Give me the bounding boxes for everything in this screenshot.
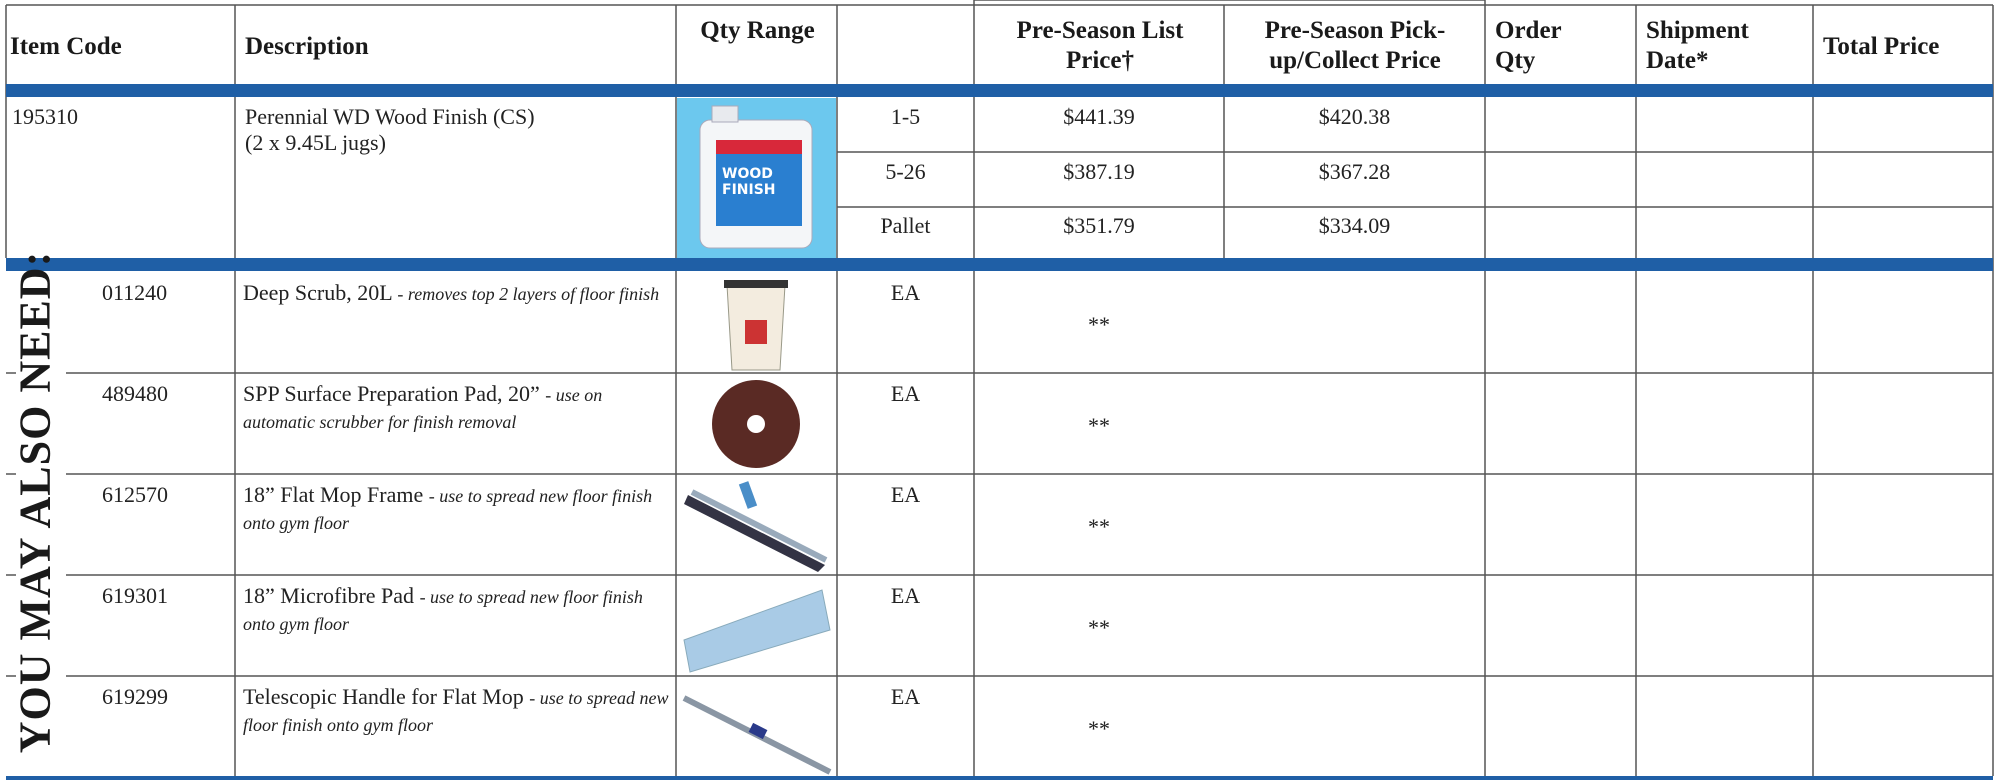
header-cell: Total Price [1823, 32, 1988, 62]
price: ** [974, 514, 1224, 540]
item-code: 619301 [102, 583, 232, 609]
price: ** [1088, 312, 1110, 337]
list-price: $387.19 [1063, 159, 1135, 184]
bottom-band [6, 776, 1993, 780]
price: ** [974, 413, 1224, 439]
header-text: Qty Range [700, 17, 815, 44]
item-code: 612570 [102, 482, 168, 507]
handle-image [682, 695, 832, 775]
description: Deep Scrub, 20L - removes top 2 layers o… [243, 280, 673, 307]
pickup-price: $367.28 [1318, 159, 1391, 184]
pickup-price: $420.38 [1318, 104, 1391, 129]
pickup-price: $334.09 [1224, 213, 1485, 239]
list-price: $387.19 [974, 159, 1224, 185]
price: ** [1088, 615, 1110, 640]
pickup-price: $367.28 [1224, 159, 1485, 185]
qty-range: 1-5 [837, 104, 974, 130]
pickup-price: $420.38 [1224, 104, 1485, 130]
header-band [6, 84, 1993, 97]
price: ** [1088, 716, 1110, 741]
unit: EA [837, 280, 974, 306]
unit: EA [837, 684, 974, 710]
list-price: $351.79 [1063, 213, 1135, 238]
qty-range: Pallet [880, 213, 931, 238]
qty-range: 1-5 [890, 104, 921, 129]
header-cell: Qty Range [700, 16, 815, 46]
svg-text:FINISH: FINISH [722, 182, 776, 198]
item-name: Deep Scrub, 20L [243, 280, 392, 305]
item-code: 619299 [102, 684, 232, 710]
unit: EA [890, 280, 921, 305]
header-text: Pre-Season List Price† [1016, 17, 1184, 74]
unit: EA [890, 482, 921, 507]
item-note: - use to spread new floor finish onto gy… [243, 688, 669, 735]
unit: EA [890, 381, 921, 406]
svg-text:WOOD: WOOD [722, 166, 773, 182]
price: ** [1088, 413, 1110, 438]
item-code: 612570 [102, 482, 232, 508]
pickup-price: $334.09 [1318, 213, 1391, 238]
unit: EA [837, 583, 974, 609]
qty-range: Pallet [837, 213, 974, 239]
qty-range: 5-26 [885, 159, 926, 184]
header-text: Total Price [1823, 33, 1940, 60]
item-code: 619299 [102, 684, 168, 709]
description: SPP Surface Preparation Pad, 20” - use o… [243, 381, 673, 435]
list-price: $351.79 [974, 213, 1224, 239]
item-code: 619301 [102, 583, 168, 608]
product-detail: (2 x 9.45L jugs) [245, 130, 386, 155]
rules [5, 0, 1994, 776]
header-text: Order Qty [1495, 17, 1562, 74]
description: Perennial WD Wood Finish (CS) (2 x 9.45L … [245, 104, 665, 156]
price: ** [974, 716, 1224, 742]
header-cell: Pre-Season Pick-up/Collect Price [1230, 16, 1480, 76]
description: 18” Microfibre Pad - use to spread new f… [243, 583, 673, 637]
item-note: - removes top 2 layers of floor finish [397, 284, 660, 304]
item-note: - use on automatic scrubber for finish r… [243, 385, 603, 432]
header-cell: Shipment Date* [1646, 16, 1796, 76]
mop-frame-image [684, 481, 828, 572]
description: 18” Flat Mop Frame - use to spread new f… [243, 482, 673, 536]
product-image: WOOD FINISH [677, 98, 836, 258]
item-note: - use to spread new floor finish onto gy… [243, 486, 653, 533]
item-name: 18” Flat Mop Frame [243, 482, 424, 507]
list-price: $441.39 [974, 104, 1224, 130]
unit: EA [890, 684, 921, 709]
section-band [6, 258, 1993, 271]
price: ** [974, 615, 1224, 641]
item-code: 195310 [12, 104, 78, 129]
header-text: Item Code [10, 33, 122, 60]
item-name: 18” Microfibre Pad [243, 583, 415, 608]
header-text: Shipment Date* [1646, 17, 1749, 74]
qty-range: 5-26 [837, 159, 974, 185]
item-name: Telescopic Handle for Flat Mop [243, 684, 524, 709]
item-code: 011240 [102, 280, 232, 306]
bucket-image [724, 280, 788, 371]
item-code: 489480 [102, 381, 168, 406]
item-code: 489480 [102, 381, 232, 407]
header-text: Description [245, 33, 369, 60]
header-cell: Order Qty [1495, 16, 1585, 76]
header-cell: Description [245, 32, 545, 62]
header-cell: Item Code [10, 32, 210, 62]
list-price: $441.39 [1063, 104, 1135, 129]
item-name: SPP Surface Preparation Pad, 20” [243, 381, 540, 406]
unit: EA [890, 583, 921, 608]
item-code: 195310 [12, 104, 222, 130]
side-label: YOU MAY ALSO NEED: [10, 250, 60, 754]
pad-image [712, 380, 800, 468]
price: ** [974, 312, 1224, 338]
item-note: - use to spread new floor finish onto gy… [243, 587, 643, 634]
unit: EA [837, 482, 974, 508]
header-cell: Pre-Season List Price† [980, 16, 1220, 76]
product-name: Perennial WD Wood Finish (CS) [245, 104, 535, 129]
microfibre-image [683, 589, 831, 673]
unit: EA [837, 381, 974, 407]
header-text: Pre-Season Pick-up/Collect Price [1264, 17, 1446, 74]
item-code: 011240 [102, 280, 168, 305]
description: Telescopic Handle for Flat Mop - use to … [243, 684, 673, 738]
price: ** [1088, 514, 1110, 539]
